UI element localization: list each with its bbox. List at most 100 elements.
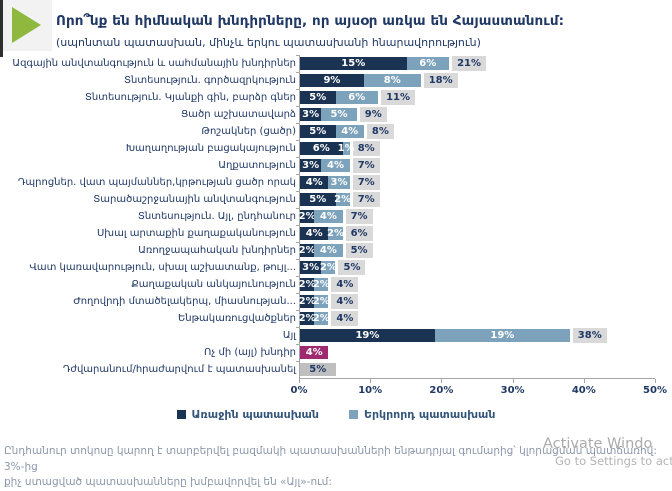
bar-segment-second: 4%	[321, 159, 350, 172]
bar-value-label: 3%	[302, 160, 320, 171]
bar-value-label: 2%	[312, 296, 330, 307]
total-label: 7%	[352, 175, 380, 190]
bar-segment-second: 6%	[406, 57, 450, 70]
x-axis-tick-label: 20%	[429, 385, 454, 396]
chart-row: Սխալ արտաքին քաղաքականություն 4% 2% 6%	[0, 225, 672, 242]
slide-accent-box	[3, 0, 52, 51]
bar-segment-first: 2%	[299, 312, 316, 325]
bar-segment-first: 2%	[299, 210, 316, 223]
bar-track: 6% 1% 8%	[296, 140, 655, 157]
bar-track: 4%	[296, 344, 655, 361]
total-label: 7%	[345, 209, 373, 224]
legend-item-second: Երկրորդ պատասխան	[348, 408, 495, 421]
bar-track: 15% 6% 21%	[296, 55, 655, 72]
bar-track: 2% 2% 4%	[296, 276, 655, 293]
bar-track: 2% 2% 4%	[296, 293, 655, 310]
bar-segment-second: 2%	[312, 278, 330, 291]
x-axis-tick	[441, 379, 443, 383]
bar-track: 2% 2% 4%	[296, 310, 655, 327]
bar-value-label: 3%	[302, 262, 320, 273]
chart-row: Տնտեսություն. Այլ, ընդհանուր 2% 4% 7%	[0, 208, 672, 225]
bar-value-label: 5%	[309, 126, 327, 137]
bar-segment-second: 19%	[434, 329, 570, 342]
total-label: 18%	[423, 73, 458, 88]
total-label: 7%	[352, 192, 380, 207]
bar-segment-first: 3%	[300, 159, 322, 172]
bar-track: 3% 2% 5%	[296, 259, 655, 276]
bar-value-label: 4%	[305, 347, 323, 358]
legend-swatch-first	[176, 410, 186, 419]
category-label: Դժվարանում/հրաժարվում է պատասխանել	[62, 364, 296, 375]
chart-legend: Առաջին պատասխան Երկրորդ պատասխան	[0, 408, 672, 421]
legend-swatch-second	[348, 410, 358, 419]
total-label: 5%	[338, 260, 366, 275]
total-label: 6%	[345, 226, 373, 241]
bar-segment-first: 19%	[300, 329, 435, 342]
bar-value-label: 3%	[330, 177, 348, 188]
chart-row: Ժողովրդի մտածելակերպ, միասնության... 2% 2%…	[0, 293, 672, 310]
bar-track: 5% 6% 11%	[296, 89, 655, 106]
chart-row: Առողջապահական խնդիրներ 2% 4% 5%	[0, 242, 672, 259]
bar-track: 2% 4% 7%	[296, 208, 655, 225]
chart-rows: Ազգային անվտանգություն և սահմանային խնդի…	[0, 55, 672, 378]
bar-value-label: 2%	[327, 228, 344, 239]
total-label: 5%	[345, 243, 373, 258]
x-axis-tick-label: 50%	[643, 385, 667, 396]
chart-row: Դժվարանում/հրաժարվում է պատասխանել 5%	[0, 361, 672, 378]
x-axis-tick-label: 30%	[500, 385, 525, 396]
bar-segment-first: 5%	[300, 193, 336, 206]
bar-value-label: 15%	[341, 58, 366, 69]
bar-track: 5% 2% 7%	[296, 191, 655, 208]
window-left-edge	[0, 0, 3, 57]
bar-value-label: 6%	[419, 58, 437, 69]
chart-row: Ցածր աշխատավարձ 3% 5% 9%	[0, 106, 672, 123]
bar-segment-first: 3%	[300, 108, 322, 121]
category-label: Խաղաղության բացակայություն	[125, 143, 296, 154]
bar-value-label: 2%	[312, 279, 330, 290]
bar-value-label: 19%	[355, 330, 380, 341]
total-label: 8%	[366, 124, 394, 139]
chart-row: Ազգային անվտանգություն և սահմանային խնդի…	[0, 55, 672, 72]
bar-segment-first: 5%	[300, 125, 336, 138]
bar-track: 5%	[296, 361, 655, 378]
category-label: Տնտեսություն. գործազրկություն	[123, 75, 296, 86]
total-label: 11%	[381, 90, 416, 105]
bar-segment-second: 4%	[314, 244, 343, 257]
chart-row: Աղքատություն 3% 4% 7%	[0, 157, 672, 174]
bar-segment-second: 1%	[338, 142, 355, 155]
bar-value-label: 19%	[490, 330, 515, 341]
bar-chart: Ազգային անվտանգություն և սահմանային խնդի…	[0, 55, 672, 421]
bar-value-label: 6%	[348, 92, 366, 103]
category-label: Թոշակներ (ցածր)	[201, 126, 296, 137]
category-label: Քաղաքական անկայունություն	[131, 279, 296, 290]
total-label: 4%	[331, 277, 359, 292]
footnote-line-1: Ընդհանուր տոկոսը կարող է տարբերվել բազմա…	[4, 445, 657, 473]
bar-segment-first: 5%	[300, 91, 336, 104]
bar-segment-first: 2%	[299, 295, 316, 308]
category-label: Առողջապահական խնդիրներ	[138, 245, 296, 256]
total-label: 4%	[331, 311, 359, 326]
bar-segment-none: 4%	[300, 346, 329, 359]
bar-track: 4% 3% 7%	[296, 174, 655, 191]
bar-segment-second: 8%	[363, 74, 421, 87]
bar-value-label: 4%	[319, 211, 337, 222]
bar-segment-second: 3%	[328, 176, 350, 189]
bar-value-label: 5%	[309, 194, 327, 205]
chart-row: Քաղաքական անկայունություն 2% 2% 4%	[0, 276, 672, 293]
bar-value-label: 8%	[383, 75, 401, 86]
bar-segment-second: 2%	[327, 227, 344, 240]
category-label: Ազգային անվտանգություն և սահմանային խնդի…	[12, 58, 296, 69]
chart-row: Խաղաղության բացակայություն 6% 1% 8%	[0, 140, 672, 157]
category-label: Սխալ արտաքին քաղաքականություն	[96, 228, 296, 239]
total-label: 21%	[452, 56, 487, 71]
bar-value-label: 5%	[309, 92, 327, 103]
chart-row: Ենթակառուցվածքներ 2% 2% 4%	[0, 310, 672, 327]
category-label: Ժողովրդի մտածելակերպ, միասնության...	[73, 296, 296, 307]
bar-segment-first: 6%	[300, 142, 343, 155]
chart-row: Դպրոցներ. վատ պայմաններ,կրթության ցածր ո…	[0, 174, 672, 191]
total-label: 9%	[359, 107, 387, 122]
bar-value-label: 9%	[323, 75, 341, 86]
bar-value-label: 2%	[298, 245, 316, 256]
x-axis-tick	[512, 379, 514, 383]
x-axis-tick	[370, 379, 372, 383]
